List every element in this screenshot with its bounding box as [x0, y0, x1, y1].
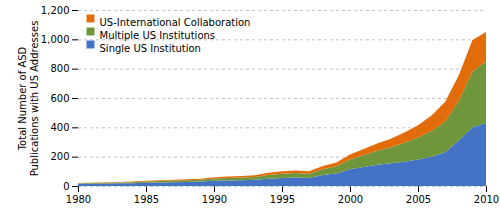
svg-text:200: 200: [50, 151, 69, 162]
svg-text:800: 800: [50, 63, 69, 74]
svg-text:400: 400: [50, 122, 69, 133]
svg-text:600: 600: [50, 93, 69, 104]
svg-text:0: 0: [63, 181, 69, 192]
svg-text:Total Number of ASDPublication: Total Number of ASDPublications with US …: [17, 21, 40, 177]
svg-text:US-International Collaboration: US-International Collaboration: [100, 17, 251, 28]
svg-text:1980: 1980: [66, 194, 91, 205]
svg-text:2005: 2005: [406, 194, 431, 205]
svg-text:1,000: 1,000: [41, 34, 70, 45]
svg-text:2000: 2000: [338, 194, 363, 205]
svg-text:Single US Institution: Single US Institution: [100, 43, 201, 54]
svg-text:1990: 1990: [202, 194, 227, 205]
svg-text:1985: 1985: [134, 194, 159, 205]
svg-text:1995: 1995: [270, 194, 295, 205]
svg-text:Multiple US Institutions: Multiple US Institutions: [100, 30, 216, 41]
svg-text:2010: 2010: [474, 194, 499, 205]
svg-text:1,200: 1,200: [41, 5, 70, 16]
